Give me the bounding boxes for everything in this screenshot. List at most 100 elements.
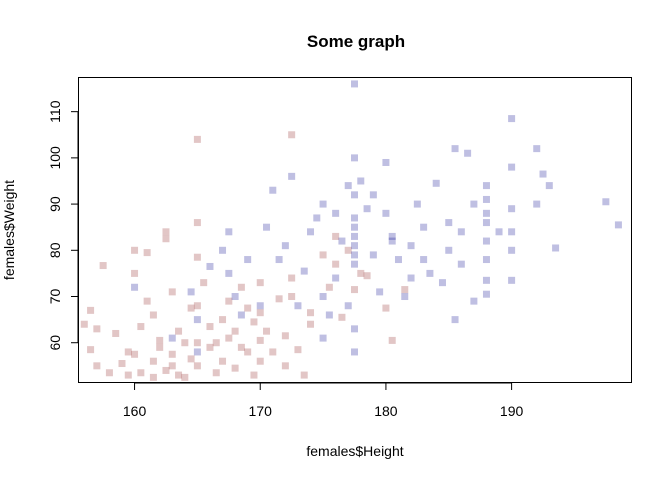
data-point bbox=[193, 316, 201, 324]
data-point bbox=[545, 182, 553, 190]
data-point bbox=[300, 371, 308, 379]
data-point bbox=[325, 311, 333, 319]
data-point bbox=[250, 318, 258, 326]
data-point bbox=[351, 286, 358, 294]
data-point bbox=[351, 154, 358, 162]
x-axis: 160 170 180 190 bbox=[123, 382, 523, 419]
data-point bbox=[137, 323, 145, 331]
data-point bbox=[219, 357, 227, 365]
data-point bbox=[369, 251, 377, 259]
data-point bbox=[319, 251, 327, 259]
data-point bbox=[149, 373, 157, 381]
data-point bbox=[351, 348, 358, 356]
data-point bbox=[212, 369, 220, 377]
x-tick-label: 160 bbox=[123, 403, 147, 419]
data-point bbox=[413, 200, 421, 208]
data-point bbox=[131, 269, 139, 277]
data-point bbox=[231, 364, 239, 372]
data-point bbox=[112, 329, 120, 337]
chart-title: Some graph bbox=[307, 32, 405, 51]
data-point bbox=[482, 219, 490, 227]
data-point bbox=[344, 182, 352, 190]
data-point bbox=[407, 274, 415, 282]
data-point bbox=[193, 135, 201, 143]
data-point bbox=[307, 228, 315, 236]
data-point bbox=[508, 115, 516, 123]
data-point bbox=[338, 237, 346, 245]
x-tick-label: 170 bbox=[249, 403, 273, 419]
data-point bbox=[156, 343, 164, 351]
data-point bbox=[193, 219, 201, 227]
data-point bbox=[376, 288, 384, 296]
data-point bbox=[244, 256, 252, 264]
data-point bbox=[307, 309, 315, 317]
data-point bbox=[451, 145, 459, 153]
data-point bbox=[388, 237, 396, 245]
y-tick-label: 110 bbox=[47, 100, 63, 123]
data-point bbox=[552, 244, 560, 252]
data-point bbox=[388, 232, 396, 240]
data-point bbox=[614, 221, 622, 229]
data-point bbox=[407, 242, 415, 250]
data-point bbox=[332, 209, 340, 217]
data-point bbox=[332, 260, 340, 268]
data-point bbox=[200, 279, 208, 287]
data-point bbox=[382, 209, 390, 217]
data-point bbox=[225, 334, 233, 342]
data-point bbox=[275, 295, 283, 303]
data-point bbox=[539, 170, 547, 178]
data-point bbox=[457, 228, 465, 236]
data-point bbox=[508, 228, 516, 236]
data-point bbox=[219, 316, 227, 324]
data-point bbox=[344, 302, 352, 310]
data-point bbox=[338, 313, 346, 321]
data-point bbox=[482, 209, 490, 217]
data-point bbox=[508, 246, 516, 254]
y-axis-label: females$Weight bbox=[1, 180, 17, 280]
data-point bbox=[206, 262, 214, 270]
data-point bbox=[451, 316, 459, 324]
data-point bbox=[225, 297, 233, 305]
data-point bbox=[87, 306, 95, 314]
data-point bbox=[137, 369, 145, 377]
y-tick-label: 90 bbox=[47, 196, 63, 212]
points-layer bbox=[80, 80, 622, 381]
x-tick-label: 180 bbox=[374, 403, 398, 419]
data-point bbox=[351, 223, 358, 231]
data-point bbox=[105, 369, 113, 377]
data-point bbox=[482, 195, 490, 203]
data-point bbox=[131, 246, 139, 254]
data-point bbox=[288, 172, 296, 180]
data-point bbox=[187, 304, 195, 312]
data-point bbox=[319, 293, 327, 301]
data-point bbox=[445, 219, 453, 227]
data-point bbox=[351, 260, 358, 268]
data-point bbox=[143, 297, 151, 305]
data-point bbox=[237, 311, 245, 319]
data-point bbox=[244, 304, 252, 312]
data-point bbox=[401, 293, 409, 301]
data-point bbox=[263, 223, 271, 231]
data-point bbox=[193, 348, 201, 356]
data-point bbox=[181, 373, 189, 381]
data-point bbox=[93, 325, 101, 333]
data-point bbox=[495, 228, 503, 236]
x-axis-label: females$Height bbox=[306, 443, 403, 459]
data-point bbox=[470, 297, 478, 305]
data-point bbox=[464, 149, 472, 157]
data-point bbox=[206, 343, 214, 351]
data-point bbox=[263, 327, 271, 335]
data-point bbox=[382, 158, 390, 166]
data-point bbox=[294, 346, 302, 354]
data-point bbox=[162, 366, 170, 374]
data-point bbox=[256, 309, 264, 317]
data-point bbox=[143, 249, 151, 257]
data-point bbox=[256, 279, 264, 287]
data-point bbox=[533, 200, 541, 208]
data-point bbox=[175, 371, 183, 379]
data-point bbox=[175, 327, 183, 335]
data-point bbox=[351, 251, 358, 259]
data-point bbox=[294, 302, 302, 310]
data-point bbox=[482, 237, 490, 245]
